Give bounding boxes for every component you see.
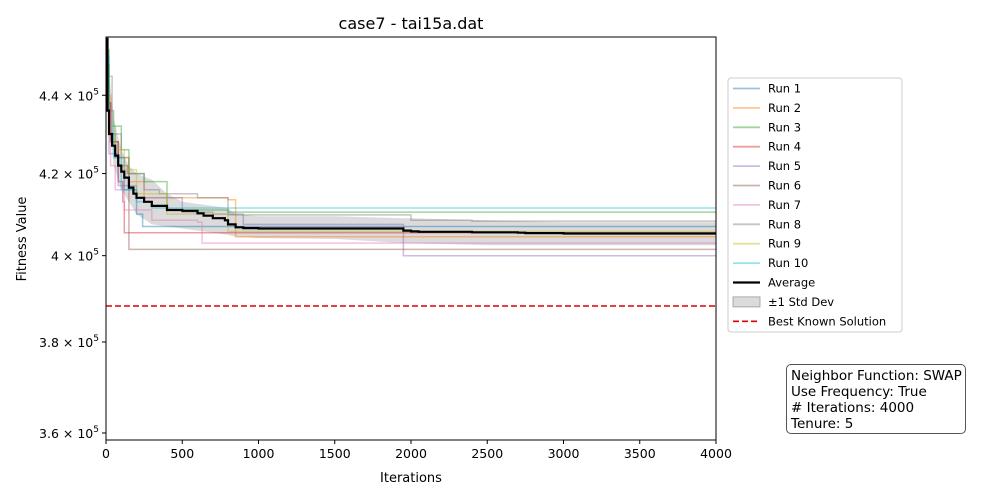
info-use-frequency: Use Frequency: True	[791, 384, 927, 400]
legend-label: Run 3	[768, 120, 801, 134]
legend-swatch	[732, 296, 761, 308]
x-tick-label: 3000	[548, 446, 580, 461]
legend-item: Run 5	[733, 159, 801, 173]
average-line	[106, 37, 716, 235]
x-axis: 0 500 1000 1500 2000 2500 3000 3500 4000	[102, 440, 732, 461]
info-iterations: # Iterations: 4000	[791, 400, 915, 416]
legend-label: ±1 Std Dev	[768, 295, 834, 309]
y-tick-label: 4.4 × 105	[39, 87, 99, 103]
legend-item: Run 3	[733, 120, 801, 134]
legend-item: Best Known Solution	[733, 314, 886, 328]
x-tick-label: 0	[102, 446, 110, 461]
series-line-run-6	[106, 102, 716, 251]
legend-item: Run 7	[733, 198, 801, 212]
legend-label: Run 2	[768, 101, 801, 115]
x-tick-label: 4000	[700, 446, 732, 461]
series-line-run-3	[106, 49, 716, 213]
series-line-run-4	[106, 102, 716, 234]
legend-item: Run 10	[733, 256, 808, 270]
legend-item: Run 1	[733, 82, 801, 96]
legend-item: Run 4	[733, 140, 801, 154]
legend-item: Average	[733, 276, 815, 290]
x-tick-label: 1000	[243, 446, 275, 461]
series-line-run-8	[106, 75, 716, 223]
x-axis-label: Iterations	[380, 471, 442, 486]
legend-item: ±1 Std Dev	[732, 295, 834, 309]
series-line-run-1	[106, 64, 716, 228]
y-axis: 3.6 × 105 3.8 × 105 4 × 105 4.2 × 105 4.4 × …	[39, 87, 106, 441]
y-tick-label: 3.8 × 105	[39, 334, 99, 350]
x-tick-label: 2000	[395, 446, 427, 461]
std-dev-band	[106, 38, 716, 246]
y-tick-label: 4.2 × 105	[39, 166, 99, 182]
legend-item: Run 9	[733, 237, 801, 251]
y-tick-label: 3.6 × 105	[39, 425, 99, 441]
legend-label: Run 4	[768, 140, 801, 154]
plot-area	[106, 37, 716, 307]
legend-label: Run 9	[768, 237, 801, 251]
legend-item: Run 2	[733, 101, 801, 115]
x-tick-label: 1500	[319, 446, 351, 461]
legend-label: Run 10	[768, 256, 808, 270]
legend-item: Run 8	[733, 217, 801, 231]
series-line-run-5	[106, 86, 716, 257]
legend: Run 1 Run 2 Run 3 Run 4 Run 5 Run 6 Run 7 Run 8…	[727, 77, 903, 333]
legend-label: Run 6	[768, 179, 801, 193]
info-tenure: Tenure: 5	[791, 416, 854, 432]
y-tick-label: 4 × 105	[51, 248, 99, 264]
info-neighbor-function: Neighbor Function: SWAP	[791, 368, 962, 384]
legend-label: Run 7	[768, 198, 801, 212]
x-tick-label: 3500	[624, 446, 656, 461]
legend-box	[727, 77, 903, 333]
x-tick-label: 500	[170, 446, 194, 461]
chart-title: case7 - tai15a.dat	[339, 14, 484, 33]
legend-item: Run 6	[733, 179, 801, 193]
series-line-run-7	[106, 109, 716, 244]
series-line-run-10	[106, 56, 716, 209]
y-axis-label: Fitness Value	[15, 197, 30, 282]
legend-label: Best Known Solution	[768, 314, 886, 328]
legend-label: Average	[768, 276, 815, 290]
legend-label: Run 1	[768, 82, 801, 96]
legend-label: Run 5	[768, 159, 801, 173]
parameters-box: Neighbor Function: SWAP Use Frequency: T…	[786, 364, 966, 434]
x-tick-label: 2500	[471, 446, 503, 461]
legend-label: Run 8	[768, 217, 801, 231]
